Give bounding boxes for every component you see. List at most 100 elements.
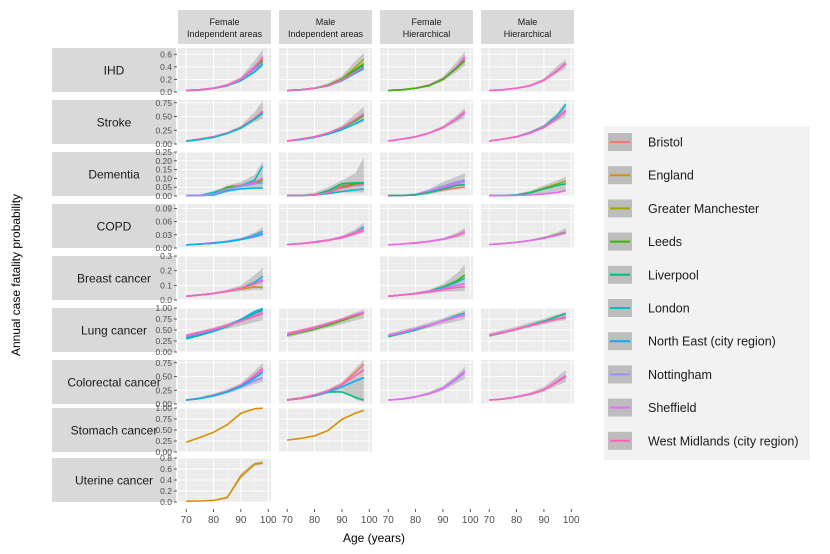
y-axis: 0.00.20.40.60.8 [160,453,177,507]
column-strip: Male Hierarchical [481,10,574,44]
y-tick-label: 0.0 [160,87,172,97]
x-tick-label: 100 [361,515,378,526]
y-tick-label: 0.50 [155,425,172,435]
y-tick-label: 0.03 [155,230,172,240]
row-strip: Dementia [52,152,176,196]
series-line [388,314,465,337]
column-strip-label-2: Hierarchical [504,29,552,39]
panel-background [178,360,271,404]
y-tick-label: 0.00 [155,139,172,149]
confidence-band [388,51,465,91]
x-tick-label: 90 [235,515,247,526]
facet-panel [481,307,574,353]
facet-panel [178,48,271,93]
y-axis-title: Annual case fatality probability [9,194,23,356]
facet-panel [380,255,473,301]
legend-item: North East (city region) [608,332,776,351]
row-strip-label: Stroke [97,116,132,130]
x-tick-label: 90 [538,515,550,526]
row-strip-bg [52,408,176,452]
facet-panel [178,407,271,453]
row-strip-bg [52,360,176,404]
column-strip-bg [279,10,372,44]
y-tick-label: 0.00 [155,399,172,409]
x-tick-label: 70 [484,515,496,526]
panel-background [380,204,473,248]
series-line [287,66,365,92]
y-tick-label: 0.20 [155,156,172,166]
x-tick-label: 90 [336,515,348,526]
row-strip: Breast cancer [52,256,176,300]
panel-background [380,48,473,92]
y-axis: 0.00 0.25 0.50 0.75 [155,358,177,409]
y-tick-label: 0.2 [160,486,172,496]
legend-item: West Midlands (city region) [608,431,799,450]
panel-background [380,360,473,404]
legend-label: Nottingham [648,368,712,382]
series-line [186,280,264,298]
x-tick-label: 100 [260,515,277,526]
series-line [287,369,365,401]
column-strip-label-1: Male [518,17,538,27]
series-line [489,231,567,246]
row-strip-bg [52,152,176,196]
series-line [489,62,567,92]
y-tick-label: 0.50 [155,325,172,335]
facet-panel [279,407,372,453]
y-tick-label: 0.25 [155,125,172,135]
confidence-band [186,267,263,298]
row-strip: Uterine cancer [52,458,176,502]
confidence-band [287,360,364,402]
confidence-band [388,173,465,196]
legend-item: Greater Manchester [608,199,759,218]
row-strip: COPD [52,204,176,248]
legend-item: Bristol [608,133,683,151]
series-line [388,110,466,142]
column-strip-bg [178,10,271,44]
x-tick-label: 70 [383,515,395,526]
facet-panel [178,204,271,249]
y-tick-label: 0.4 [160,475,172,485]
y-tick-label: 0.00 [155,347,172,357]
facet-panel [481,48,574,93]
column-strip-label-2: Independent areas [288,29,364,39]
x-tick-label: 100 [563,515,580,526]
legend-label: Liverpool [648,268,699,282]
facet-panel [481,204,574,249]
series-line [185,407,263,444]
facet-panel [178,151,271,197]
facet-panel [279,307,372,353]
row-strip-label: IHD [104,64,125,78]
y-tick-label: 0.0 [160,295,172,305]
facet-panel [380,307,473,353]
x-tick-label: 70 [181,515,193,526]
column-strip: Female Hierarchical [380,10,473,44]
row-strip-bg [52,458,176,502]
series-line [388,60,466,92]
x-tick-label: 70 [282,515,294,526]
facet-panel [481,100,574,145]
x-axis-title: Age (years) [343,531,405,545]
series-line [186,371,264,401]
series-line [186,309,264,340]
y-tick-label: 0.09 [155,203,172,213]
y-tick-label: 0.06 [155,217,172,227]
y-tick-label: 0.00 [155,447,172,457]
y-tick-label: 1.00 [155,403,172,413]
y-axis: 0.000.250.500.751.00 [155,403,177,457]
series-line [287,312,365,337]
facet-panel [178,457,271,503]
row-strip-label: Dementia [88,168,140,182]
series-line [287,113,365,142]
x-tick-label: 80 [511,515,523,526]
facet-panel [178,255,271,301]
facet-panel [178,307,271,353]
y-tick-label: 0.4 [160,62,172,72]
row-strip-bg [52,308,176,352]
row-strip-label: Colorectal cancer [67,376,160,390]
column-strip: Male Independent areas [279,10,372,44]
y-tick-label: 0.8 [160,453,172,463]
series-line [489,189,566,197]
row-strip-label: Breast cancer [77,272,151,286]
facet-panel [380,48,473,93]
